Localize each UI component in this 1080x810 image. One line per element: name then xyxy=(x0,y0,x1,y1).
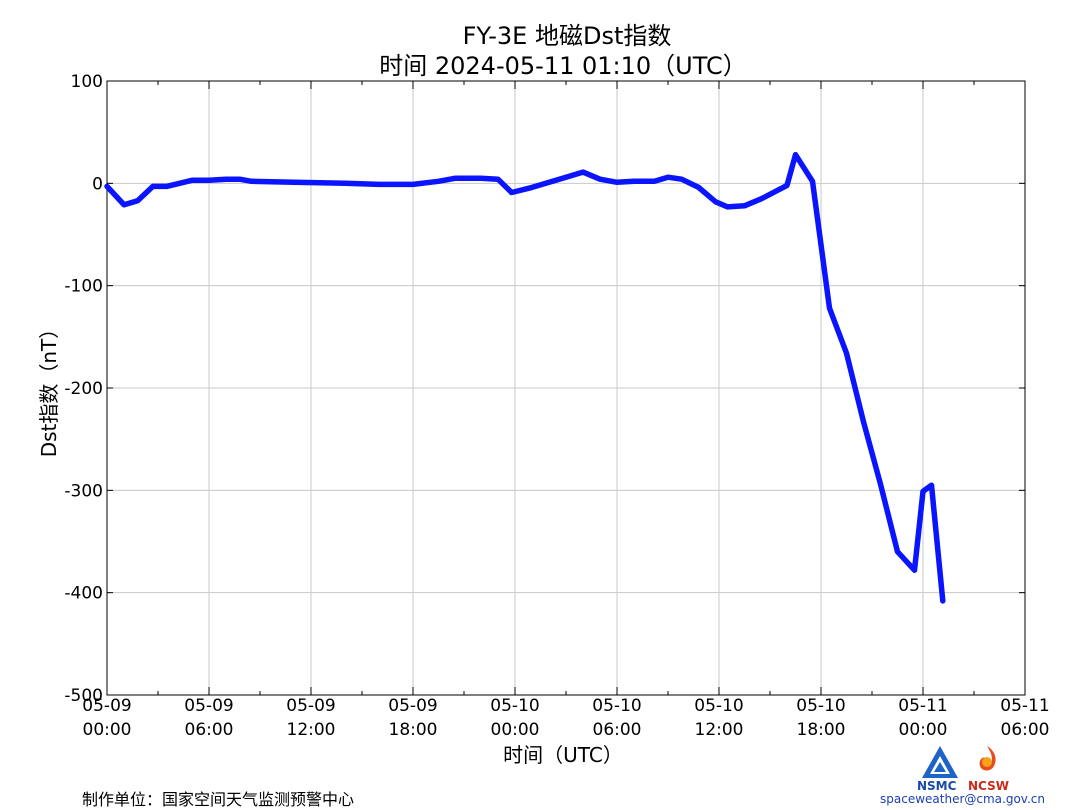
x-tick-date-label: 05-09 xyxy=(388,696,437,716)
x-tick-date-label: 05-11 xyxy=(1000,696,1049,716)
chart-subtitle: 时间 2024-05-11 01:10（UTC） xyxy=(379,52,746,80)
nsmc-label: NSMC xyxy=(917,779,957,793)
x-tick-time-label: 12:00 xyxy=(287,720,336,740)
grid-lines xyxy=(107,81,1025,695)
ncsw-label: NCSW xyxy=(968,779,1009,793)
x-tick-time-label: 18:00 xyxy=(797,720,846,740)
x-tick-date-label: 05-11 xyxy=(898,696,947,716)
y-tick-label: -500 xyxy=(64,686,103,706)
y-tick-label: -200 xyxy=(64,379,103,399)
x-tick-time-label: 12:00 xyxy=(695,720,744,740)
y-tick-label: 0 xyxy=(92,174,103,194)
x-tick-date-label: 05-09 xyxy=(82,696,131,716)
x-tick-time-label: 06:00 xyxy=(1001,720,1050,740)
y-axis-label: Dst指数（nT） xyxy=(37,319,61,458)
x-tick-time-label: 00:00 xyxy=(83,720,132,740)
x-tick-date-label: 05-10 xyxy=(490,696,539,716)
x-tick-time-label: 00:00 xyxy=(899,720,948,740)
dst-series-line xyxy=(104,151,946,604)
x-tick-date-label: 05-10 xyxy=(796,696,845,716)
x-tick-time-label: 00:00 xyxy=(491,720,540,740)
producer-footer: 制作单位：国家空间天气监测预警中心 xyxy=(82,790,355,809)
x-tick-date-label: 05-10 xyxy=(592,696,641,716)
logo-block: NSMC NCSW spaceweather@cma.gov.cn xyxy=(880,742,1050,808)
nsmc-logo-icon xyxy=(922,746,958,778)
y-tick-label: -100 xyxy=(64,277,103,297)
x-tick-date-label: 05-09 xyxy=(286,696,335,716)
x-tick-time-label: 06:00 xyxy=(185,720,234,740)
x-tick-date-label: 05-10 xyxy=(694,696,743,716)
x-tick-time-label: 06:00 xyxy=(593,720,642,740)
y-tick-label: -300 xyxy=(64,481,103,501)
x-tick-time-label: 18:00 xyxy=(389,720,438,740)
y-tick-label: -400 xyxy=(64,584,103,604)
y-axis: 100 0 -100 -200 -300 -400 -500 xyxy=(64,72,1025,706)
chart-title: FY-3E 地磁Dst指数 xyxy=(463,22,672,50)
contact-email: spaceweather@cma.gov.cn xyxy=(880,792,1045,806)
ncsw-logo-icon xyxy=(979,746,996,771)
x-tick-date-label: 05-09 xyxy=(184,696,233,716)
x-axis-label: 时间（UTC） xyxy=(503,743,623,767)
x-axis: 05-09 00:00 05-09 06:00 05-09 12:00 05-09 18:00… xyxy=(82,81,1050,740)
y-tick-label: 100 xyxy=(71,72,103,92)
